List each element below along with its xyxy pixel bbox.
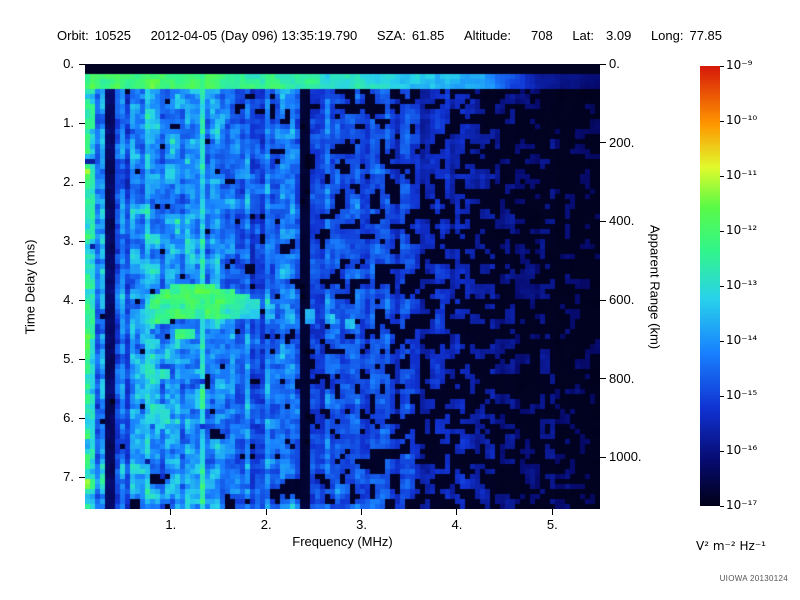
watermark: UIOWA 20130124 (719, 574, 788, 583)
y-tick-label: 1. (63, 115, 74, 131)
y2-tick-label: 1000. (609, 449, 642, 465)
y-tick-mark (79, 240, 85, 242)
colorbar-gradient (700, 66, 720, 506)
lat-label: Lat: (572, 28, 594, 43)
long-value: 77.85 (689, 28, 723, 43)
y-tick-label: 4. (63, 292, 74, 308)
colorbar-tick-mark (720, 505, 724, 507)
y-tick-mark (79, 299, 85, 301)
colorbar-tick-label: 10⁻¹² (726, 223, 758, 237)
colorbar-tick-mark (720, 450, 724, 452)
y2-tick-mark (600, 142, 606, 144)
colorbar-unit-label: V² m⁻² Hz⁻¹ (696, 539, 766, 553)
colorbar-tick-mark (720, 395, 724, 397)
colorbar-tick-mark (720, 120, 724, 122)
y-tick-mark (79, 122, 85, 124)
spectrogram-canvas (85, 64, 600, 509)
colorbar-tick-label: 10⁻¹⁴ (726, 333, 758, 347)
sza-label: SZA: (376, 28, 406, 43)
y2-tick-mark (600, 378, 606, 380)
y-tick-mark (79, 476, 85, 478)
lat-value: 3.09 (606, 28, 632, 43)
datetime-value: 2012-04-05 (Day 096) 13:35:19.790 (150, 28, 358, 43)
header-info: Orbit: 10525 2012-04-05 (Day 096) 13:35:1… (57, 28, 722, 43)
colorbar-tick-label: 10⁻¹⁷ (726, 498, 758, 512)
colorbar-tick-mark (720, 340, 724, 342)
y2-tick-label: 400. (609, 213, 635, 229)
colorbar-tick-label: 10⁻¹⁰ (726, 113, 758, 127)
x-axis-title: Frequency (MHz) (292, 534, 393, 549)
orbit-value: 10525 (94, 28, 131, 43)
x-tick-label: 5. (546, 517, 558, 532)
y2-tick-label: 200. (609, 134, 635, 150)
orbit-label: Orbit: (57, 28, 89, 43)
y-tick-label: 0. (63, 56, 74, 71)
colorbar-tick-label: 10⁻⁹ (726, 58, 753, 72)
y-axis-title: Time Delay (ms) (22, 239, 38, 335)
sza-value: 61.85 (411, 28, 445, 43)
colorbar-tick-label: 10⁻¹¹ (726, 168, 758, 182)
x-tick-label: 2. (260, 517, 272, 532)
y2-tick-mark (600, 220, 606, 222)
y2-tick-label: 800. (609, 370, 635, 386)
y-tick-mark (79, 181, 85, 183)
long-label: Long: (650, 28, 684, 43)
y-tick-mark (79, 417, 85, 419)
y2-tick-mark (600, 63, 606, 65)
colorbar-tick-label: 10⁻¹⁵ (726, 388, 758, 402)
y-tick-label: 2. (63, 174, 74, 190)
colorbar-tick-mark (720, 285, 724, 287)
y-tick-label: 3. (63, 233, 74, 249)
y2-tick-mark (600, 299, 606, 301)
x-tick-mark (170, 509, 172, 515)
y-tick-label: 6. (63, 410, 74, 426)
colorbar-tick-label: 10⁻¹³ (726, 278, 758, 292)
x-tick-label: 3. (356, 517, 367, 532)
colorbar-tick-label: 10⁻¹⁶ (726, 443, 758, 457)
y-tick-label: 7. (63, 469, 74, 485)
x-tick-mark (361, 509, 363, 515)
x-tick-label: 1. (165, 517, 177, 532)
x-tick-mark (265, 509, 267, 515)
x-tick-mark (551, 509, 553, 515)
y2-axis-title: Apparent Range (km) (647, 224, 663, 350)
altitude-value: 708 (530, 28, 553, 43)
y-tick-mark (79, 358, 85, 360)
x-tick-label: 4. (451, 517, 463, 532)
y-tick-label: 5. (63, 351, 74, 367)
y-tick-mark (79, 63, 85, 65)
colorbar-tick-mark (720, 175, 724, 177)
y2-tick-label: 0. (609, 56, 620, 71)
colorbar-tick-mark (720, 230, 724, 232)
x-tick-mark (456, 509, 458, 515)
colorbar-tick-mark (720, 65, 724, 67)
y2-tick-label: 600. (609, 292, 635, 308)
y2-tick-mark (600, 456, 606, 458)
altitude-label: Altitude: (464, 28, 511, 43)
